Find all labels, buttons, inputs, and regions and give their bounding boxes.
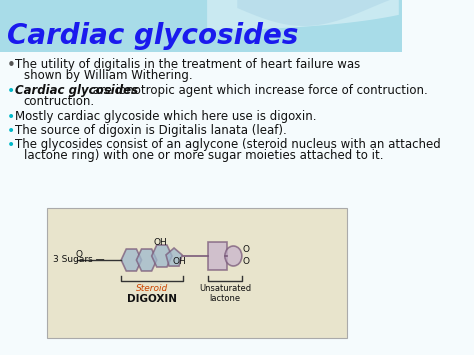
Text: shown by William Withering.: shown by William Withering. <box>24 69 192 82</box>
Text: •: • <box>7 124 15 138</box>
Text: Cardiac glycosides: Cardiac glycosides <box>7 22 298 50</box>
Bar <box>208 242 227 270</box>
Text: DIGOXIN: DIGOXIN <box>127 294 177 304</box>
Polygon shape <box>152 245 172 267</box>
Text: •: • <box>7 138 15 152</box>
Text: O: O <box>243 257 250 266</box>
Polygon shape <box>137 249 157 271</box>
Text: Cardiac glycosides: Cardiac glycosides <box>15 84 138 97</box>
Text: •: • <box>7 58 16 73</box>
Text: O: O <box>243 246 250 255</box>
Polygon shape <box>166 248 182 266</box>
Text: Mostly cardiac glycoside which here use is digoxin.: Mostly cardiac glycoside which here use … <box>15 110 317 123</box>
Text: OH: OH <box>153 238 167 247</box>
Text: The glycosides consist of an aglycone (steroid nucleus with an attached: The glycosides consist of an aglycone (s… <box>15 138 441 151</box>
Text: Unsaturated
lactone: Unsaturated lactone <box>199 284 251 304</box>
Text: The utility of digitalis in the treatment of heart failure was: The utility of digitalis in the treatmen… <box>15 58 361 71</box>
Text: The source of digoxin is Digitalis lanata (leaf).: The source of digoxin is Digitalis lanat… <box>15 124 287 137</box>
Polygon shape <box>121 249 142 271</box>
Text: OH: OH <box>173 257 186 266</box>
Text: 3 Sugars —: 3 Sugars — <box>54 256 105 264</box>
Bar <box>46 208 347 338</box>
Text: •: • <box>7 84 15 98</box>
Text: contruction.: contruction. <box>24 95 95 108</box>
Text: Steroid: Steroid <box>136 284 168 293</box>
Circle shape <box>225 246 242 266</box>
Bar <box>0 52 401 355</box>
Text: lactone ring) with one or more sugar moieties attached to it.: lactone ring) with one or more sugar moi… <box>24 149 383 162</box>
Bar <box>0 0 401 52</box>
Text: •: • <box>7 110 15 124</box>
Text: are ionotropic agent which increase force of contruction.: are ionotropic agent which increase forc… <box>89 84 428 97</box>
Text: O: O <box>75 250 82 259</box>
